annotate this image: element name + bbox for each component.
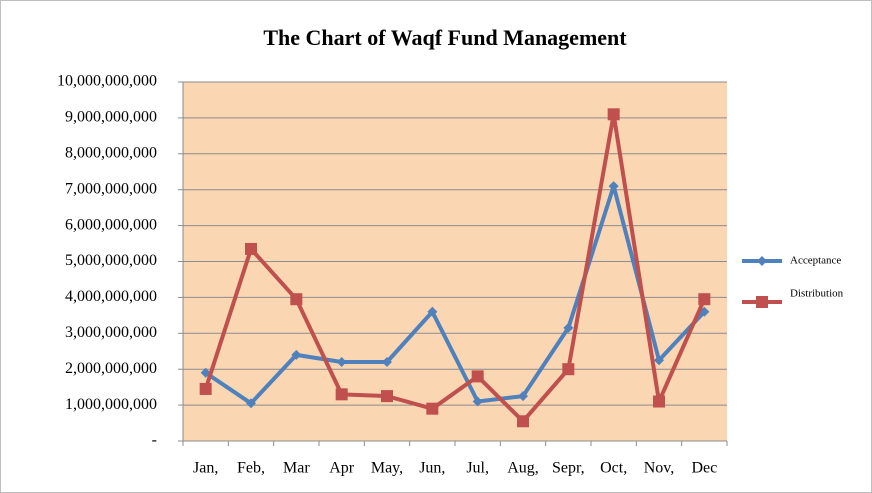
data-point [291,349,302,360]
x-tick-label: Mar [283,460,310,477]
data-point [382,357,392,368]
series-line [203,112,707,424]
y-tick-label: 6,000,000,000 [65,216,157,233]
data-point [653,395,665,408]
y-tick-label: 1,000,000,000 [65,396,157,413]
data-point [607,108,620,121]
series-line [204,184,706,406]
x-tick-label: Jan, [193,460,218,477]
data-point [246,398,256,409]
x-tick-label: Aug, [507,460,539,477]
x-tick-label: Dec [691,460,717,477]
x-tick-label: Sepr, [552,460,585,477]
legend-label: Distribution [790,288,844,300]
x-tick-label: Jun, [419,460,445,477]
data-point [290,293,303,306]
data-point [471,370,484,383]
y-tick-label: - [152,432,157,449]
data-point [336,357,347,368]
y-tick-label: 5,000,000,000 [65,252,157,269]
y-tick-label: 2,000,000,000 [65,360,157,377]
x-tick-label: Oct, [600,460,627,477]
chart-title: The Chart of Waqf Fund Management [263,25,627,50]
legend-label: Acceptance [790,255,841,267]
data-point [563,322,574,333]
data-point [698,293,711,306]
x-tick-label: May, [371,460,403,477]
y-tick-label: 4,000,000,000 [65,288,157,305]
data-point [562,363,575,376]
x-tick-label: Apr [329,460,355,477]
data-point [426,402,439,415]
data-point [472,396,483,407]
data-point [199,382,212,395]
y-tick-label: 8,000,000,000 [65,144,157,161]
data-point [518,391,528,402]
data-point [427,306,438,317]
legend-marker [757,256,767,266]
x-tick-label: Nov, [644,460,675,477]
y-tick-label: 7,000,000,000 [65,180,157,197]
data-point [245,242,257,255]
data-point [335,388,348,401]
y-tick-label: 9,000,000,000 [65,109,157,126]
data-point [608,181,619,192]
data-point [517,415,529,428]
x-tick-label: Jul, [466,460,489,477]
x-tick-label: Feb, [237,460,265,477]
y-tick-label: 10,000,000,000 [57,73,157,90]
legend-marker [756,296,768,308]
data-point [381,390,393,403]
data-point [654,355,664,366]
y-tick-label: 3,000,000,000 [65,324,157,341]
